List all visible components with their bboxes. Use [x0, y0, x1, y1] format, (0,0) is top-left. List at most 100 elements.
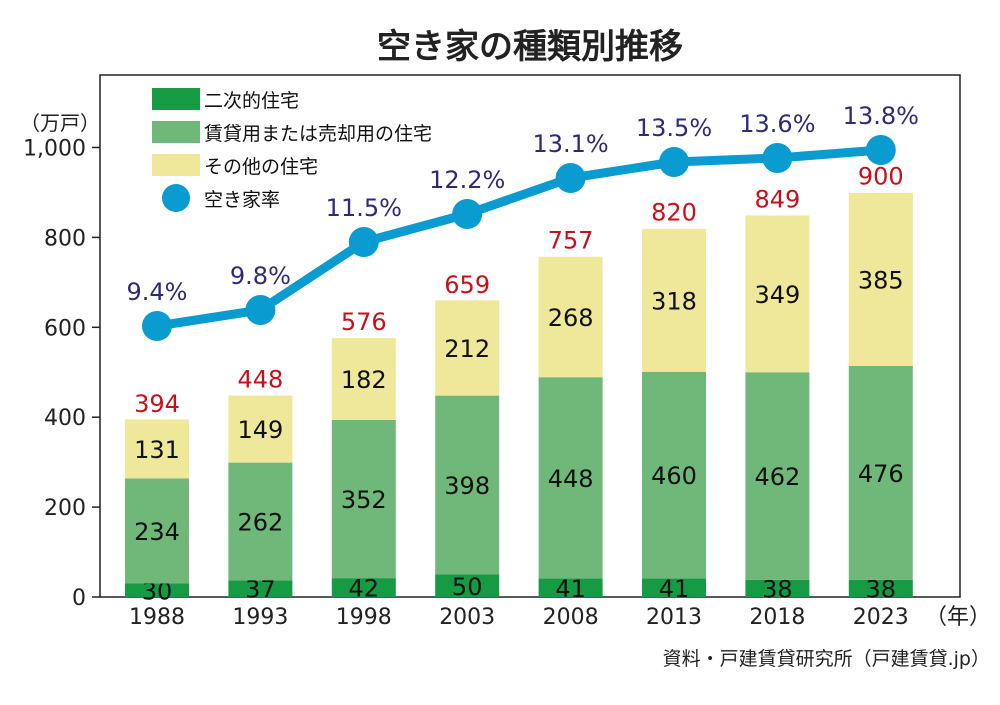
vacancy-rate-point: [555, 163, 586, 193]
bar-segment-secondary-housing: [848, 579, 913, 597]
y-tick-label: 200: [44, 496, 86, 521]
bar-total-label: 659: [444, 271, 490, 299]
bar-segment-rental-or-sale: [435, 395, 500, 575]
x-tick-label: 2008: [543, 605, 599, 630]
bar-total-label: 576: [341, 308, 387, 336]
x-tick-label: 1988: [129, 605, 185, 630]
vacancy-rate-point: [142, 311, 172, 341]
vacancy-rate-label: 11.5%: [326, 194, 402, 222]
legend-swatch-rate: [162, 184, 190, 212]
bar-segment-secondary-housing: [228, 580, 293, 597]
bar-segment-rental-or-sale: [642, 371, 706, 579]
vacancy-rate-label: 13.1%: [532, 130, 608, 158]
vacancy-rate-label: 9.4%: [127, 278, 188, 306]
legend-label: 賃貸用または売却用の住宅: [204, 123, 432, 145]
x-tick-label: 2003: [439, 605, 495, 630]
bar-value-label: 212: [444, 335, 490, 363]
bar-total-label: 757: [548, 227, 594, 255]
bar-segment-secondary-housing: [331, 578, 396, 597]
vacancy-rate-point: [762, 143, 793, 173]
bar-segment-secondary-housing: [642, 578, 706, 597]
bar-value-label: 38: [866, 575, 897, 603]
bar-segment-other-housing: [435, 300, 500, 396]
bar-value-label: 42: [349, 575, 380, 603]
x-tick-label: 1998: [336, 605, 392, 630]
y-axis-ticks: 0 200 400 600 800 1,000: [23, 137, 100, 611]
y-tick-label: 600: [44, 316, 86, 341]
bar-value-label: 460: [651, 462, 697, 490]
y-tick-label: 400: [44, 406, 86, 431]
bar-value-label: 38: [762, 575, 793, 603]
vacancy-rate-point: [348, 227, 379, 257]
legend-label: 二次的住宅: [204, 90, 299, 112]
vacancy-rate-point: [659, 147, 689, 177]
vacancy-rate-label: 12.2%: [429, 166, 505, 194]
bar-total-label: 900: [858, 162, 904, 190]
bar-total-label: 820: [651, 198, 697, 226]
bar-value-label: 462: [754, 463, 800, 491]
vacancy-rate-label: 13.8%: [843, 102, 919, 130]
bar-value-label: 398: [444, 472, 490, 500]
x-tick-label: 1993: [232, 605, 288, 630]
bar-value-label: 352: [341, 486, 387, 514]
y-tick-label: 800: [44, 226, 86, 251]
bar-total-label: 448: [237, 366, 283, 394]
bar-value-label: 234: [134, 518, 180, 546]
bar-segment-secondary-housing: [538, 578, 603, 597]
bar-value-label: 149: [237, 416, 283, 444]
bar-value-label: 41: [659, 575, 690, 603]
vacancy-rate-point: [865, 135, 896, 165]
bar-value-label: 385: [858, 266, 904, 294]
legend-swatch: [152, 154, 200, 176]
bar-value-label: 318: [651, 287, 697, 315]
legend-label: その他の住宅: [204, 156, 318, 178]
source-note: 資料・戸建賃貸研究所（戸建賃貸.jp）: [663, 648, 990, 670]
bars-layer: 3023413139437262149448423521825765039821…: [125, 162, 913, 605]
bar-segment-rental-or-sale: [538, 377, 603, 579]
bar-value-label: 268: [548, 304, 594, 332]
vacancy-rate-line-layer: 9.4% 9.8% 11.5% 12.2% 13.1% 13.5% 13.6% 13.8%: [127, 102, 919, 341]
vacancy-rate-line: [156, 145, 882, 331]
bar-value-label: 448: [548, 465, 594, 493]
x-axis-ticks: 1988 1993 1998 2003 2008 2013 2018 2023: [129, 605, 909, 630]
x-tick-label: 2013: [646, 605, 702, 630]
bar-segment-rental-or-sale: [745, 372, 810, 580]
bar-value-label: 476: [858, 460, 904, 488]
bar-segment-rental-or-sale: [228, 462, 293, 581]
vacancy-rate-point: [452, 199, 483, 229]
y-tick-label: 0: [72, 586, 86, 611]
bar-value-label: 349: [754, 281, 800, 309]
bar-segment-other-housing: [642, 228, 706, 372]
vacancy-rate-label: 13.5%: [636, 114, 712, 142]
chart-title: 空き家の種類別推移: [377, 27, 683, 67]
y-axis-unit-label: （万戸）: [20, 111, 100, 135]
vacancy-rate-label: 13.6%: [739, 110, 815, 138]
bar-segment-secondary-housing: [125, 583, 189, 597]
bar-value-label: 41: [555, 575, 586, 603]
x-tick-label: 2023: [853, 605, 909, 630]
bar-segment-other-housing: [125, 419, 189, 479]
vacancy-rate-point: [245, 295, 276, 325]
bar-segment-other-housing: [745, 215, 810, 373]
bar-total-label: 394: [134, 390, 180, 418]
bar-value-label: 50: [452, 573, 483, 601]
x-tick-label: 2018: [749, 605, 805, 630]
bar-segment-rental-or-sale: [125, 478, 189, 584]
vacancy-rate-label: 9.8%: [230, 262, 291, 290]
bar-segment-other-housing: [538, 256, 603, 378]
bar-total-label: 849: [754, 185, 800, 213]
bar-segment-other-housing: [331, 338, 396, 420]
bar-segment-secondary-housing: [745, 579, 810, 597]
bar-segment-other-housing: [228, 395, 293, 463]
legend-label: 空き家率: [204, 189, 280, 211]
legend-swatch: [152, 121, 200, 143]
bar-value-label: 131: [134, 436, 180, 464]
bar-segment-rental-or-sale: [331, 419, 396, 579]
bar-value-label: 182: [341, 366, 387, 394]
y-tick-label: 1,000: [23, 137, 86, 162]
bar-segment-other-housing: [848, 192, 913, 366]
bar-segment-rental-or-sale: [848, 365, 913, 580]
